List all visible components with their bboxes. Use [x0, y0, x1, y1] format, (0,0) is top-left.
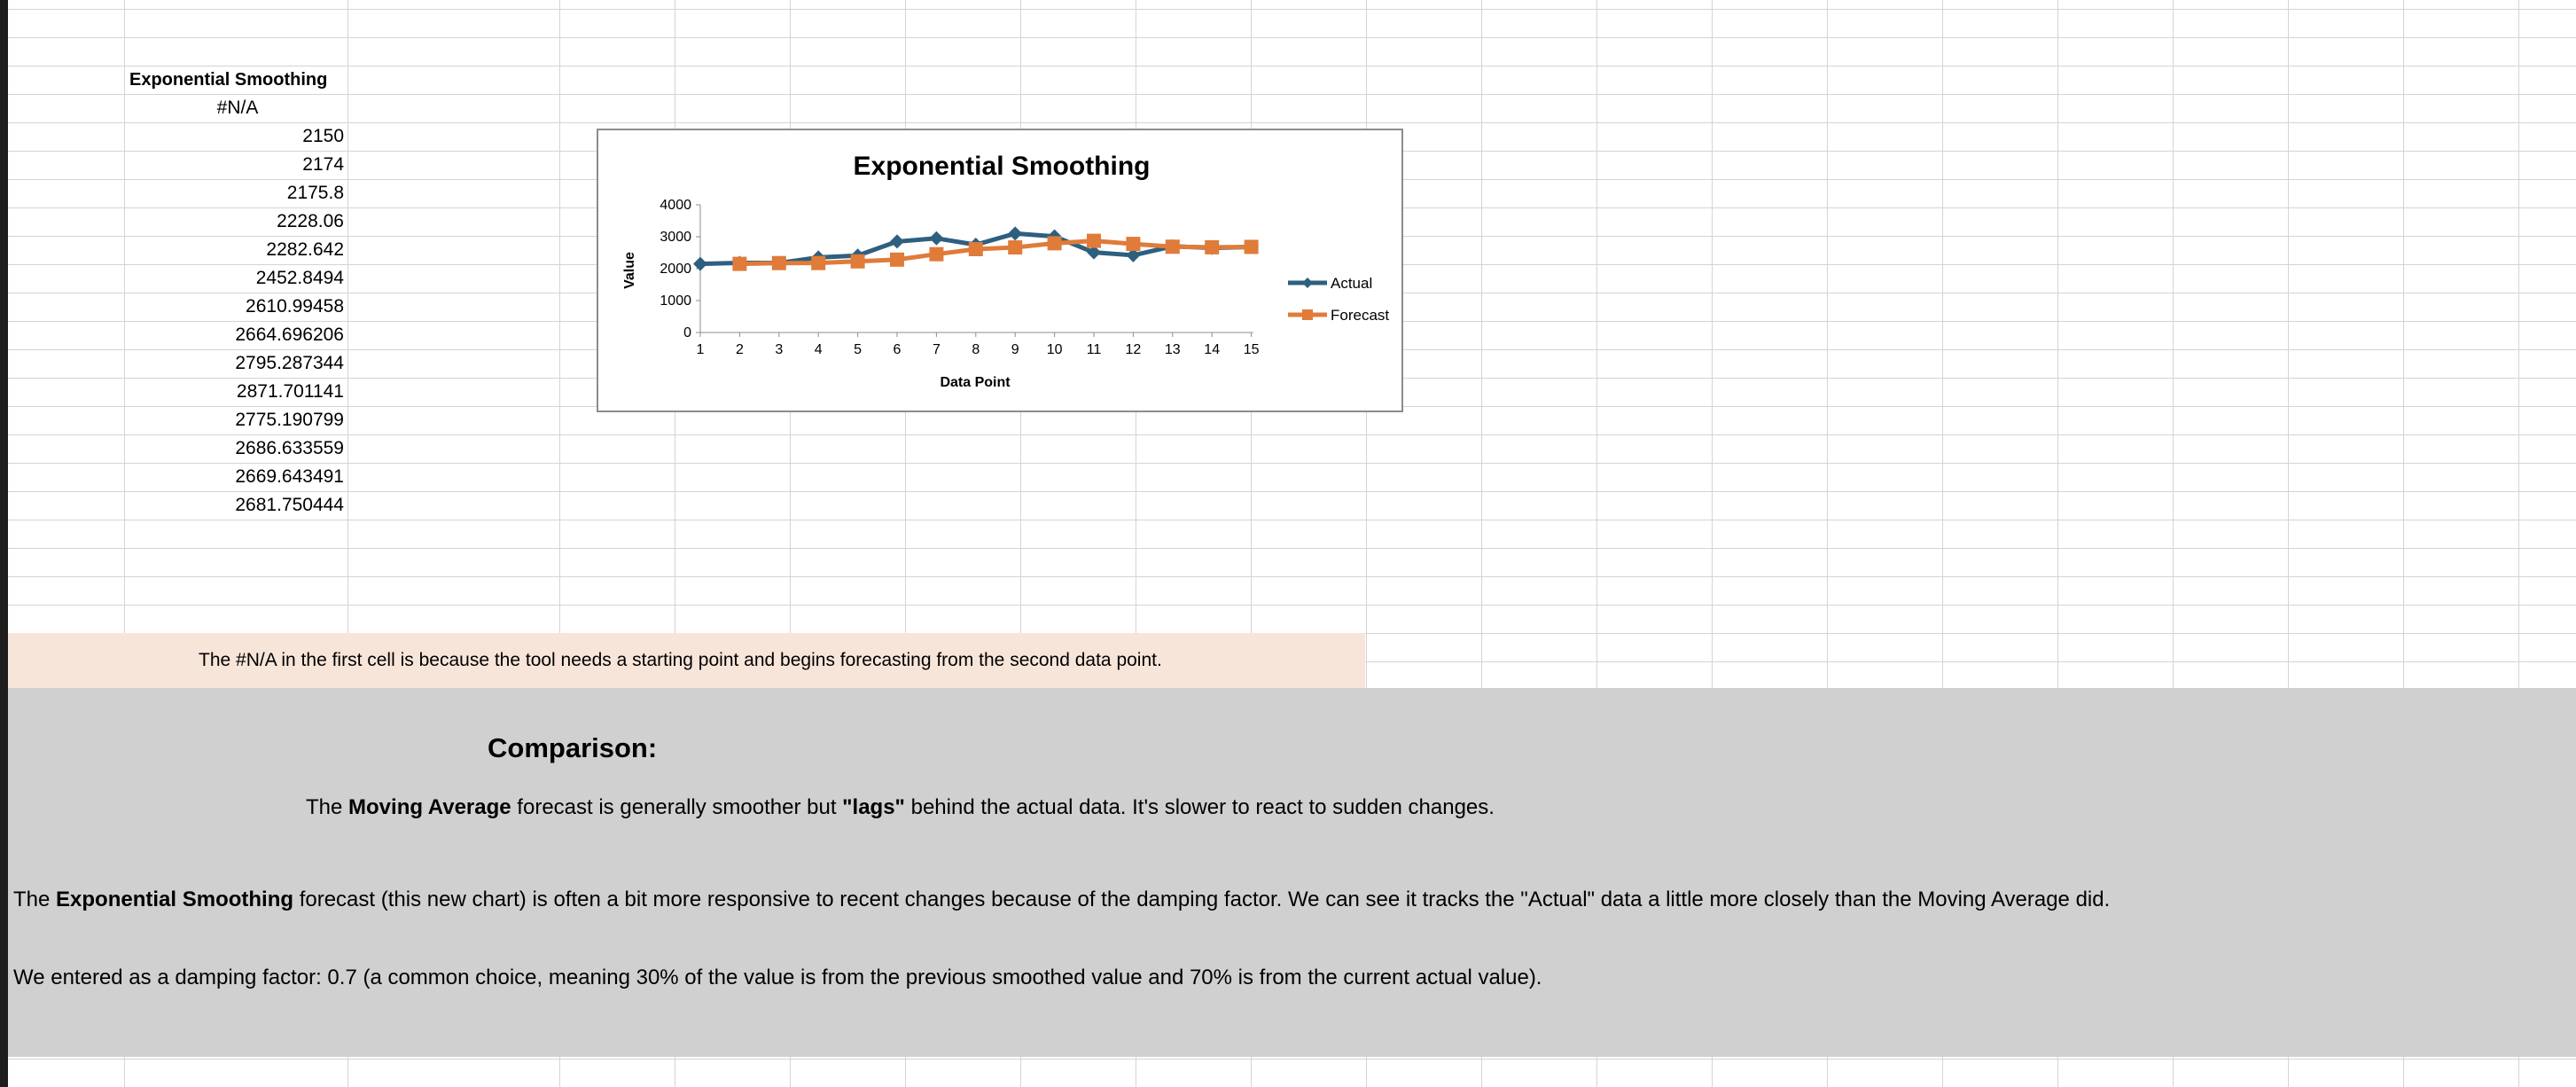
legend-label-actual: Actual [1331, 275, 1372, 292]
x-tick-label: 1 [697, 342, 705, 357]
data-point-forecast [732, 256, 747, 271]
x-tick-label: 7 [933, 342, 941, 357]
value-cell[interactable]: 2664.696206 [235, 325, 344, 345]
data-point-forecast [1165, 239, 1180, 254]
y-tick-label: 4000 [660, 198, 691, 213]
x-tick-label: 6 [894, 342, 902, 357]
data-point-actual [890, 234, 904, 249]
x-tick-label: 9 [1011, 342, 1019, 357]
data-point-forecast [771, 255, 786, 270]
para1-text-c: behind the actual data. It's slower to r… [904, 795, 1495, 819]
y-tick-label: 2000 [660, 262, 691, 277]
x-tick-label: 3 [775, 342, 783, 357]
x-tick-label: 13 [1165, 342, 1181, 357]
legend-marker-forecast [1302, 309, 1313, 320]
note-cells[interactable] [8, 633, 1365, 688]
value-cell[interactable]: 2686.633559 [235, 438, 344, 458]
series-layer [693, 226, 1259, 271]
damping-factor-paragraph: We entered as a damping factor: 0.7 (a c… [13, 966, 1542, 989]
series-forecast [732, 233, 1259, 271]
x-tick-label: 2 [736, 342, 744, 357]
data-point-forecast [1087, 233, 1101, 248]
value-cell[interactable]: 2175.8 [286, 183, 344, 203]
moving-average-paragraph: The Moving Average forecast is generally… [306, 793, 1495, 823]
x-tick-label: 14 [1204, 342, 1220, 357]
value-cell[interactable]: 2871.701141 [236, 381, 344, 402]
column-header-exponential-smoothing[interactable]: Exponential Smoothing [129, 70, 328, 90]
para1-bold-moving-average: Moving Average [348, 795, 511, 819]
chart-legend: Actual Forecast [1288, 275, 1389, 324]
value-cell[interactable]: 2150 [302, 126, 344, 146]
data-point-forecast [1244, 239, 1259, 254]
data-point-forecast [929, 246, 944, 262]
x-tick-label: 12 [1126, 342, 1142, 357]
y-tick-label: 3000 [660, 230, 691, 245]
para1-bold-lags: "lags" [842, 795, 905, 819]
exponential-smoothing-paragraph: The Exponential Smoothing forecast (this… [13, 885, 2110, 915]
data-point-forecast [811, 255, 826, 270]
chart-canvas: Exponential Smoothing Value Data Point 0… [622, 152, 1389, 390]
comparison-title: Comparison: [488, 732, 658, 763]
value-cell[interactable]: 2174 [302, 154, 344, 175]
para2-text-b: forecast (this new chart) is often a bit… [293, 888, 2111, 911]
comparison-cells[interactable] [8, 688, 2576, 1057]
data-point-actual [1087, 245, 1101, 260]
x-tick-label: 5 [854, 342, 862, 357]
data-point-actual [1126, 247, 1141, 262]
value-cell[interactable]: 2775.190799 [235, 410, 344, 430]
data-point-forecast [1126, 237, 1141, 252]
para2-text-a: The [13, 888, 57, 911]
value-cell[interactable]: 2610.99458 [246, 296, 344, 317]
left-window-edge [0, 0, 8, 1087]
y-tick-label: 0 [683, 325, 691, 340]
x-axis-label: Data Point [940, 375, 1011, 390]
data-point-actual [693, 256, 707, 271]
value-cell[interactable]: 2282.642 [266, 239, 344, 260]
data-point-forecast [1205, 239, 1220, 254]
data-point-forecast [850, 254, 865, 269]
x-tick-label: 11 [1087, 342, 1102, 357]
para1-text-a: The [306, 795, 349, 819]
chart-title: Exponential Smoothing [854, 152, 1151, 181]
value-cell[interactable]: 2681.750444 [235, 495, 344, 515]
para2-bold-exponential-smoothing: Exponential Smoothing [56, 888, 294, 911]
para1-text-b: forecast is generally smoother but [511, 795, 843, 819]
data-point-actual [1008, 226, 1023, 241]
y-tick-label: 1000 [660, 293, 691, 309]
y-axis-label: Value [622, 252, 637, 289]
value-cell[interactable]: 2228.06 [277, 211, 344, 231]
data-point-actual [929, 231, 944, 246]
value-cell[interactable]: 2452.8494 [255, 268, 344, 288]
value-cell[interactable]: 2669.643491 [235, 466, 344, 487]
x-tick-label: 10 [1047, 342, 1063, 357]
chart[interactable]: Exponential Smoothing Value Data Point 0… [597, 129, 1403, 412]
x-tick-label: 15 [1244, 342, 1260, 357]
data-point-forecast [890, 252, 904, 267]
note-text: The #N/A in the first cell is because th… [199, 650, 1162, 670]
legend-marker-actual [1302, 278, 1313, 288]
cell-na[interactable]: #N/A [216, 98, 259, 118]
value-cell[interactable]: 2795.287344 [235, 353, 344, 373]
data-point-forecast [968, 242, 983, 257]
x-tick-label: 4 [815, 342, 823, 357]
x-tick-label: 8 [972, 342, 980, 357]
data-point-forecast [1008, 240, 1023, 255]
data-point-forecast [1047, 236, 1062, 251]
legend-label-forecast: Forecast [1331, 307, 1389, 324]
